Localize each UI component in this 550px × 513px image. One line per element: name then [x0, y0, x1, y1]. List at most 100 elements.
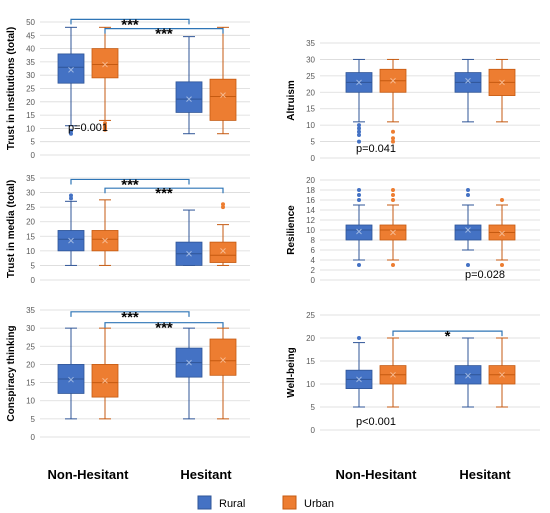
mean-marker [499, 230, 505, 237]
mean-marker [465, 372, 471, 379]
box-urban-hesitant [209, 202, 237, 266]
p-value-label: p=0.001 [68, 122, 108, 134]
y-tick-label: 0 [31, 276, 36, 285]
y-tick-label: 15 [26, 111, 35, 120]
y-axis-label: Well-being [286, 347, 297, 397]
box-rural-non-hesitant [345, 58, 373, 144]
box-body [454, 224, 482, 241]
outlier-point [69, 129, 73, 134]
outlier-point [391, 193, 395, 197]
y-tick-label: 20 [306, 176, 315, 185]
outlier-point [357, 193, 361, 197]
box-rural-hesitant [175, 209, 203, 266]
outlier-point [500, 198, 504, 202]
box-body [345, 224, 373, 241]
mean-marker [68, 67, 74, 73]
y-tick-label: 30 [306, 55, 315, 64]
y-tick-label: 5 [311, 403, 316, 412]
panel-trust-in-institutions: 0 5 10 15 20 25 30 35 40 45 50 Trust in institution… [6, 16, 250, 160]
significance-stars: *** [155, 185, 173, 202]
outlier-point [357, 336, 361, 340]
mean-marker [102, 237, 108, 244]
x-group-label-hesitant: Hesitant [180, 467, 232, 482]
y-tick-label: 20 [26, 360, 35, 369]
box-body [57, 53, 85, 84]
panel-well-being: 0 5 10 15 20 25 Well-being * p<0.001 [286, 311, 540, 435]
box-rural-hesitant [454, 188, 482, 267]
box-urban-non-hesitant [91, 199, 119, 266]
box-body [209, 241, 237, 263]
y-tick-label: 0 [31, 433, 36, 442]
outlier-point [103, 121, 107, 126]
y-tick-label: 2 [311, 266, 316, 275]
box-body [91, 48, 119, 79]
y-tick-label: 15 [26, 232, 35, 241]
significance-bracket: *** [70, 309, 190, 326]
outlier-point [466, 263, 470, 267]
y-tick-label: 12 [306, 216, 315, 225]
mean-marker [186, 250, 192, 257]
significance-stars: * [445, 328, 451, 345]
y-tick-label: 20 [26, 218, 35, 227]
outlier-point [357, 198, 361, 202]
outlier-point [500, 263, 504, 267]
bracket-line [104, 187, 224, 194]
box-urban-non-hesitant [91, 26, 119, 132]
y-tick-label: 10 [26, 247, 35, 256]
box-body [175, 81, 203, 113]
y-tick-label: 30 [26, 324, 35, 333]
legend-label-urban: Urban [304, 498, 334, 510]
significance-bracket: * [392, 328, 503, 345]
bracket-line [70, 18, 190, 25]
y-tick-label: 25 [26, 203, 35, 212]
box-rural-non-hesitant [57, 26, 85, 136]
bracket-line [392, 330, 503, 337]
y-tick-label: 15 [306, 105, 315, 114]
box-urban-non-hesitant [91, 327, 119, 420]
panel-trust-in-media: 0 5 10 15 20 25 30 35 Trust in media (total) *** *… [6, 174, 250, 285]
significance-bracket: *** [104, 26, 224, 43]
p-value-label: p=0.041 [356, 143, 396, 155]
y-tick-label: 25 [306, 72, 315, 81]
outlier-point [69, 196, 73, 201]
y-tick-label: 5 [31, 261, 36, 270]
legend-label-rural: Rural [219, 498, 245, 510]
outlier-point [221, 205, 225, 210]
mean-marker [356, 376, 362, 383]
outlier-point [391, 136, 395, 141]
y-tick-label: 15 [26, 379, 35, 388]
mean-marker [68, 237, 74, 244]
y-tick-label: 35 [26, 174, 35, 183]
outlier-point [357, 126, 361, 131]
mean-marker [390, 77, 396, 84]
significance-bracket: *** [70, 176, 190, 193]
y-tick-label: 50 [26, 18, 35, 27]
legend-swatch-urban [282, 495, 297, 510]
y-tick-label: 10 [306, 121, 315, 130]
y-tick-label: 10 [306, 380, 315, 389]
box-rural-hesitant [175, 36, 203, 135]
y-tick-label: 25 [306, 311, 315, 320]
bracket-line [104, 28, 224, 34]
y-tick-label: 20 [26, 98, 35, 107]
box-body [209, 78, 237, 121]
outlier-point [391, 263, 395, 267]
significance-stars: *** [121, 176, 139, 193]
outlier-point [391, 129, 395, 134]
mean-marker [102, 377, 108, 384]
y-axis-label: Resilience [286, 205, 297, 255]
legend-swatch-rural [197, 495, 212, 510]
y-tick-label: 30 [26, 71, 35, 80]
y-tick-label: 0 [311, 276, 316, 285]
y-tick-label: 45 [26, 31, 35, 40]
mean-marker [220, 92, 226, 99]
box-urban-hesitant [488, 198, 516, 267]
outlier-point [466, 193, 470, 197]
outlier-point [357, 188, 361, 192]
y-axis-label: Conspiracy thinking [6, 325, 17, 421]
box-urban-non-hesitant [379, 337, 407, 408]
mean-marker [186, 359, 192, 366]
mean-marker [186, 96, 192, 102]
mean-marker [499, 371, 505, 378]
